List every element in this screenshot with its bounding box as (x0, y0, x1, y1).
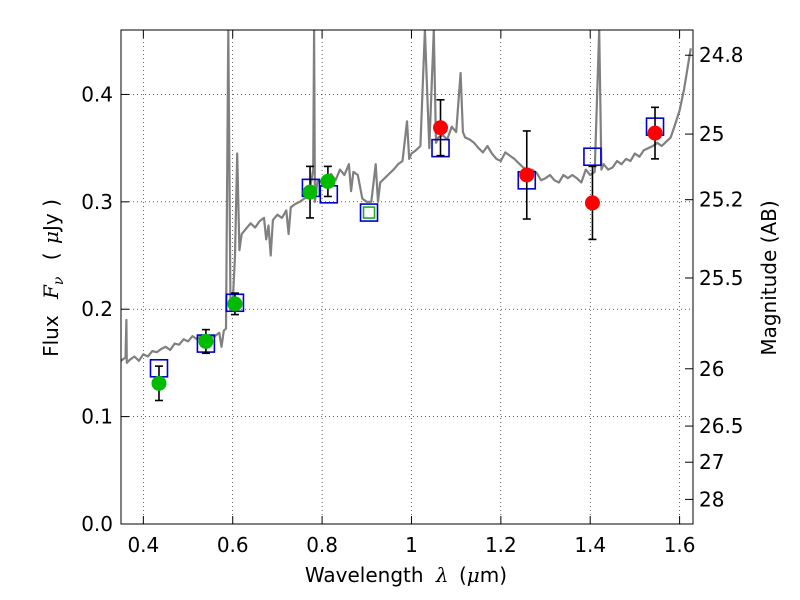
y-axis-label: Flux Fν ( μJy ) (39, 199, 68, 357)
green_obs-point (198, 333, 214, 349)
y2-tick-label: 28 (699, 487, 724, 511)
green_obs-point (151, 375, 167, 391)
y-tick-label: 0.0 (81, 512, 113, 536)
plot-frame (120, 29, 694, 525)
x-tick-label: 1.6 (664, 533, 696, 557)
y-tick-label: 0.2 (81, 297, 113, 321)
y-tick-label: 0.3 (81, 190, 113, 214)
grid-layer (121, 30, 693, 524)
model-box (359, 203, 379, 222)
model-box (583, 147, 602, 167)
y2-tick-label: 25 (699, 122, 724, 146)
data-point-layer (151, 120, 663, 391)
green_obs-point (227, 296, 243, 312)
green_obs-point (320, 173, 336, 189)
x-axis-label: Wavelength λ (μm) (305, 563, 507, 587)
y2-tick-label: 26.5 (699, 414, 744, 438)
spectrum-line (121, 30, 692, 364)
red_obs-point (519, 167, 535, 183)
y-tick-label: 0.1 (81, 405, 113, 429)
y2-tick-label: 24.8 (699, 43, 744, 67)
model-box-inner (362, 206, 376, 219)
red_obs-point (584, 195, 600, 211)
x-tick-layer: 0.4 0.6 0.8 1 1.2 1.4 1.6 (127, 30, 696, 557)
spectrum-layer (121, 30, 692, 364)
green_obs-point (302, 184, 318, 200)
y-tick-layer: 0.0 0.1 0.2 0.3 0.4 (81, 82, 129, 536)
x-tick-label: 1.2 (485, 533, 517, 557)
y2-axis-label: Magnitude (AB) (757, 200, 781, 355)
x-tick-label: 1.4 (574, 533, 606, 557)
x-tick-label: 0.4 (127, 533, 159, 557)
red_obs-point (647, 125, 663, 141)
x-tick-label: 0.6 (217, 533, 249, 557)
x-tick-label: 0.8 (306, 533, 338, 557)
y-tick-label: 0.4 (81, 82, 113, 106)
y2-tick-label: 27 (699, 450, 724, 474)
red_obs-point (433, 120, 449, 136)
y2-tick-label: 25.5 (699, 266, 744, 290)
y2-tick-layer: 24.8 25 25.2 25.5 26 26.5 27 28 (685, 43, 744, 511)
y2-tick-label: 26 (699, 357, 724, 381)
y2-tick-label: 25.2 (699, 188, 744, 212)
x-tick-label: 1 (405, 533, 418, 557)
